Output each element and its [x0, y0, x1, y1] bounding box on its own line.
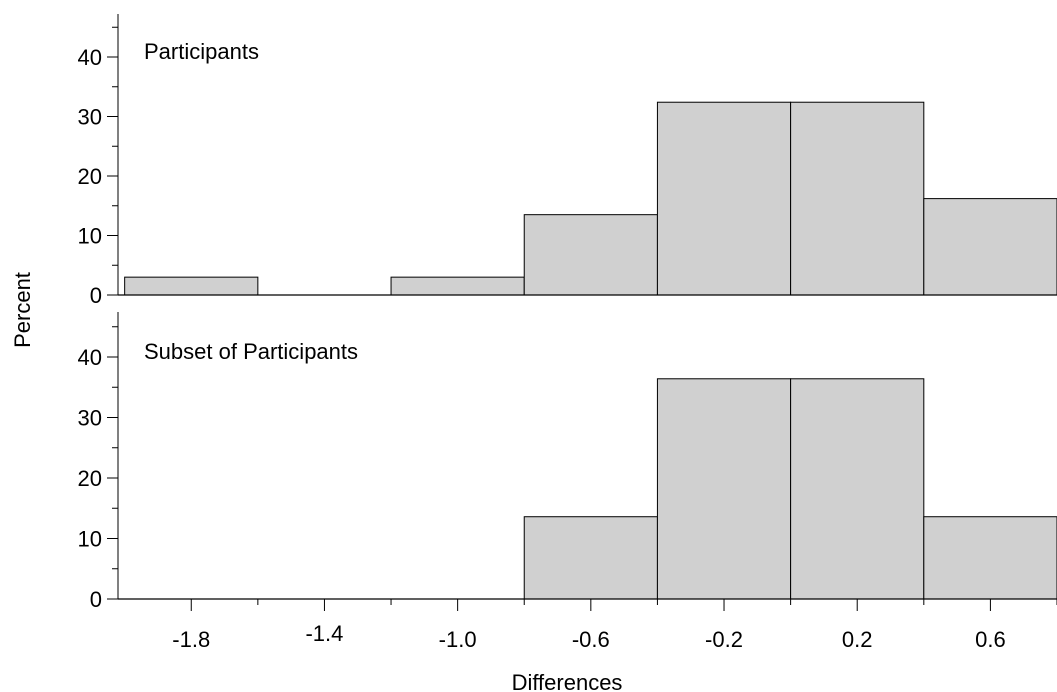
- y-tick-label: 40: [78, 45, 102, 70]
- x-tick-label: -1.4: [305, 621, 343, 646]
- x-tick-label: -0.2: [705, 627, 743, 652]
- y-tick-label: 30: [78, 406, 102, 431]
- histogram-bar: [523, 214, 658, 296]
- histogram-bar: [523, 516, 658, 600]
- y-axis-label: Percent: [10, 272, 35, 348]
- x-tick-label: -1.0: [439, 627, 477, 652]
- histogram-bar: [790, 101, 925, 296]
- y-tick-label: 10: [78, 527, 102, 552]
- y-tick-label: 0: [90, 283, 102, 308]
- x-axis-label: Differences: [512, 670, 623, 692]
- x-tick-label: 0.2: [842, 627, 873, 652]
- histogram-bar: [923, 198, 1057, 296]
- y-tick-label: 20: [78, 466, 102, 491]
- histogram-bar: [923, 516, 1057, 600]
- y-tick-label: 20: [78, 164, 102, 189]
- x-tick-label: 0.6: [975, 627, 1006, 652]
- panel-title: Participants: [144, 39, 259, 64]
- histogram-bar: [790, 378, 925, 600]
- histogram-bar: [656, 378, 792, 600]
- histogram-bar: [656, 101, 792, 296]
- histogram-bar: [124, 276, 259, 296]
- y-tick-label: 0: [90, 587, 102, 612]
- x-tick-label: -0.6: [572, 627, 610, 652]
- y-tick-label: 40: [78, 345, 102, 370]
- histogram-bar: [390, 276, 525, 296]
- y-tick-label: 10: [78, 224, 102, 249]
- panel-title: Subset of Participants: [144, 339, 358, 364]
- y-tick-label: 30: [78, 105, 102, 130]
- x-tick-label: -1.8: [172, 627, 210, 652]
